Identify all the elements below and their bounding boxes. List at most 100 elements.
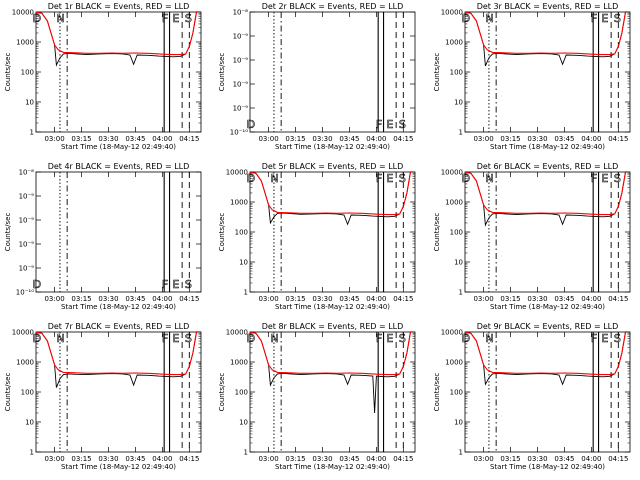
x-tick-label: 04:15 bbox=[179, 455, 199, 463]
events-rate-line bbox=[36, 12, 197, 67]
x-tick-label: 03:00 bbox=[44, 455, 64, 463]
y-axis-label: Counts/sec bbox=[4, 213, 12, 252]
y-tick-label: 10⁻⁹ bbox=[19, 265, 35, 273]
marker-letter-e: E bbox=[172, 332, 179, 345]
marker-letter-s: S bbox=[185, 278, 192, 291]
marker-letter-n: N bbox=[270, 172, 278, 185]
marker-letter-n: N bbox=[485, 172, 493, 185]
y-tick-label: 100 bbox=[21, 69, 34, 77]
plot-frame bbox=[249, 171, 416, 293]
x-tick-label: 03:00 bbox=[258, 455, 278, 463]
y-tick-label: 10000 bbox=[226, 329, 248, 337]
x-tick-label: 03:15 bbox=[71, 135, 91, 143]
marker-letter-f: F bbox=[376, 332, 382, 345]
y-tick-label: 10000 bbox=[12, 329, 34, 337]
y-axis-label: Counts/sec bbox=[433, 53, 441, 92]
marker-letter-e: E bbox=[386, 118, 393, 131]
marker-letter-s: S bbox=[399, 332, 406, 345]
x-tick-label: 03:30 bbox=[98, 135, 118, 143]
lld-rate-line bbox=[36, 12, 198, 56]
marker-letter-d: D bbox=[33, 12, 41, 25]
x-axis-label: Start Time (18-May-12 02:49:40) bbox=[275, 303, 390, 311]
x-tick-label: 03:00 bbox=[258, 135, 278, 143]
y-tick-label: 10 bbox=[454, 99, 463, 107]
x-tick-label: 03:45 bbox=[125, 295, 145, 303]
y-tick-label: 10 bbox=[239, 259, 248, 267]
x-tick-label: 03:45 bbox=[125, 135, 145, 143]
x-tick-label: 03:00 bbox=[473, 455, 493, 463]
detector-panel: Det 4r BLACK = Events, RED = LLD 10⁻¹⁰ 10⁻… bbox=[4, 162, 202, 311]
y-tick-label: 100 bbox=[21, 389, 34, 397]
panel-title: Det 6r BLACK = Events, RED = LLD bbox=[477, 162, 619, 171]
marker-letter-e: E bbox=[601, 332, 608, 345]
lld-rate-line bbox=[465, 172, 627, 216]
y-tick-label: 10⁻⁹ bbox=[19, 241, 35, 249]
marker-letter-e: E bbox=[386, 172, 393, 185]
y-tick-label: 100 bbox=[450, 69, 463, 77]
marker-letter-f: F bbox=[591, 332, 597, 345]
panel-title: Det 8r BLACK = Events, RED = LLD bbox=[262, 322, 404, 331]
y-tick-label: 10000 bbox=[226, 169, 248, 177]
plot-frame bbox=[35, 11, 202, 133]
x-tick-label: 04:15 bbox=[393, 455, 413, 463]
plot-frame bbox=[35, 331, 202, 453]
marker-letter-n: N bbox=[485, 12, 493, 25]
y-axis-label: Counts/sec bbox=[4, 53, 12, 92]
y-tick-label: 10000 bbox=[441, 9, 463, 17]
y-tick-label: 1000 bbox=[445, 359, 463, 367]
plot-frame bbox=[464, 331, 631, 453]
x-tick-label: 03:45 bbox=[554, 455, 574, 463]
x-axis-label: Start Time (18-May-12 02:49:40) bbox=[490, 463, 605, 471]
x-tick-label: 03:15 bbox=[500, 455, 520, 463]
y-tick-label: 10 bbox=[454, 419, 463, 427]
marker-letter-f: F bbox=[591, 172, 597, 185]
x-tick-label: 03:45 bbox=[339, 455, 359, 463]
x-tick-label: 03:30 bbox=[312, 135, 332, 143]
x-tick-label: 03:30 bbox=[527, 455, 547, 463]
marker-letter-n: N bbox=[485, 332, 493, 345]
panel-title: Det 1r BLACK = Events, RED = LLD bbox=[48, 2, 190, 11]
marker-letter-d: D bbox=[33, 278, 41, 291]
y-tick-label: 1000 bbox=[230, 199, 248, 207]
y-tick-label: 100 bbox=[235, 229, 248, 237]
marker-letter-n: N bbox=[56, 332, 64, 345]
x-tick-label: 03:00 bbox=[44, 295, 64, 303]
y-axis-label: Counts/sec bbox=[218, 373, 226, 412]
marker-letter-s: S bbox=[614, 12, 621, 25]
marker-letter-e: E bbox=[601, 12, 608, 25]
marker-letter-s: S bbox=[399, 172, 406, 185]
y-tick-label: 10 bbox=[25, 419, 34, 427]
x-tick-label: 04:00 bbox=[366, 295, 386, 303]
y-tick-label: 1 bbox=[459, 289, 463, 297]
marker-letter-s: S bbox=[614, 332, 621, 345]
x-tick-label: 03:00 bbox=[473, 295, 493, 303]
detector-panel: Det 6r BLACK = Events, RED = LLD 1 10 100 10… bbox=[433, 162, 631, 311]
y-axis-label: Counts/sec bbox=[4, 373, 12, 412]
detector-panel: Det 3r BLACK = Events, RED = LLD 1 10 100 10… bbox=[433, 2, 631, 151]
marker-letter-d: D bbox=[462, 12, 470, 25]
detector-panel: Det 8r BLACK = Events, RED = LLD 1 10 100 10… bbox=[218, 322, 416, 471]
y-axis-label: Counts/sec bbox=[218, 213, 226, 252]
x-tick-label: 03:15 bbox=[285, 455, 305, 463]
y-tick-label: 10⁻⁸ bbox=[233, 9, 249, 17]
detector-panel: Det 5r BLACK = Events, RED = LLD 1 10 100 10… bbox=[218, 162, 416, 311]
panel-title: Det 5r BLACK = Events, RED = LLD bbox=[262, 162, 404, 171]
marker-letter-f: F bbox=[162, 278, 168, 291]
y-tick-label: 10⁻⁹ bbox=[19, 217, 35, 225]
x-tick-label: 03:00 bbox=[44, 135, 64, 143]
y-tick-label: 10⁻⁹ bbox=[233, 105, 249, 113]
y-tick-label: 100 bbox=[235, 389, 248, 397]
y-tick-label: 1 bbox=[459, 129, 463, 137]
marker-letter-e: E bbox=[386, 332, 393, 345]
plot-frame bbox=[249, 11, 416, 133]
plot-frame bbox=[35, 171, 202, 293]
x-axis-label: Start Time (18-May-12 02:49:40) bbox=[61, 303, 176, 311]
lld-rate-line bbox=[465, 12, 627, 56]
x-tick-label: 04:00 bbox=[152, 135, 172, 143]
marker-letter-e: E bbox=[172, 12, 179, 25]
y-tick-label: 10⁻⁹ bbox=[233, 33, 249, 41]
y-tick-label: 10 bbox=[454, 259, 463, 267]
detector-panel: Det 2r BLACK = Events, RED = LLD 10⁻¹⁰ 10⁻… bbox=[218, 2, 416, 151]
x-axis-label: Start Time (18-May-12 02:49:40) bbox=[275, 463, 390, 471]
x-tick-label: 03:45 bbox=[339, 135, 359, 143]
